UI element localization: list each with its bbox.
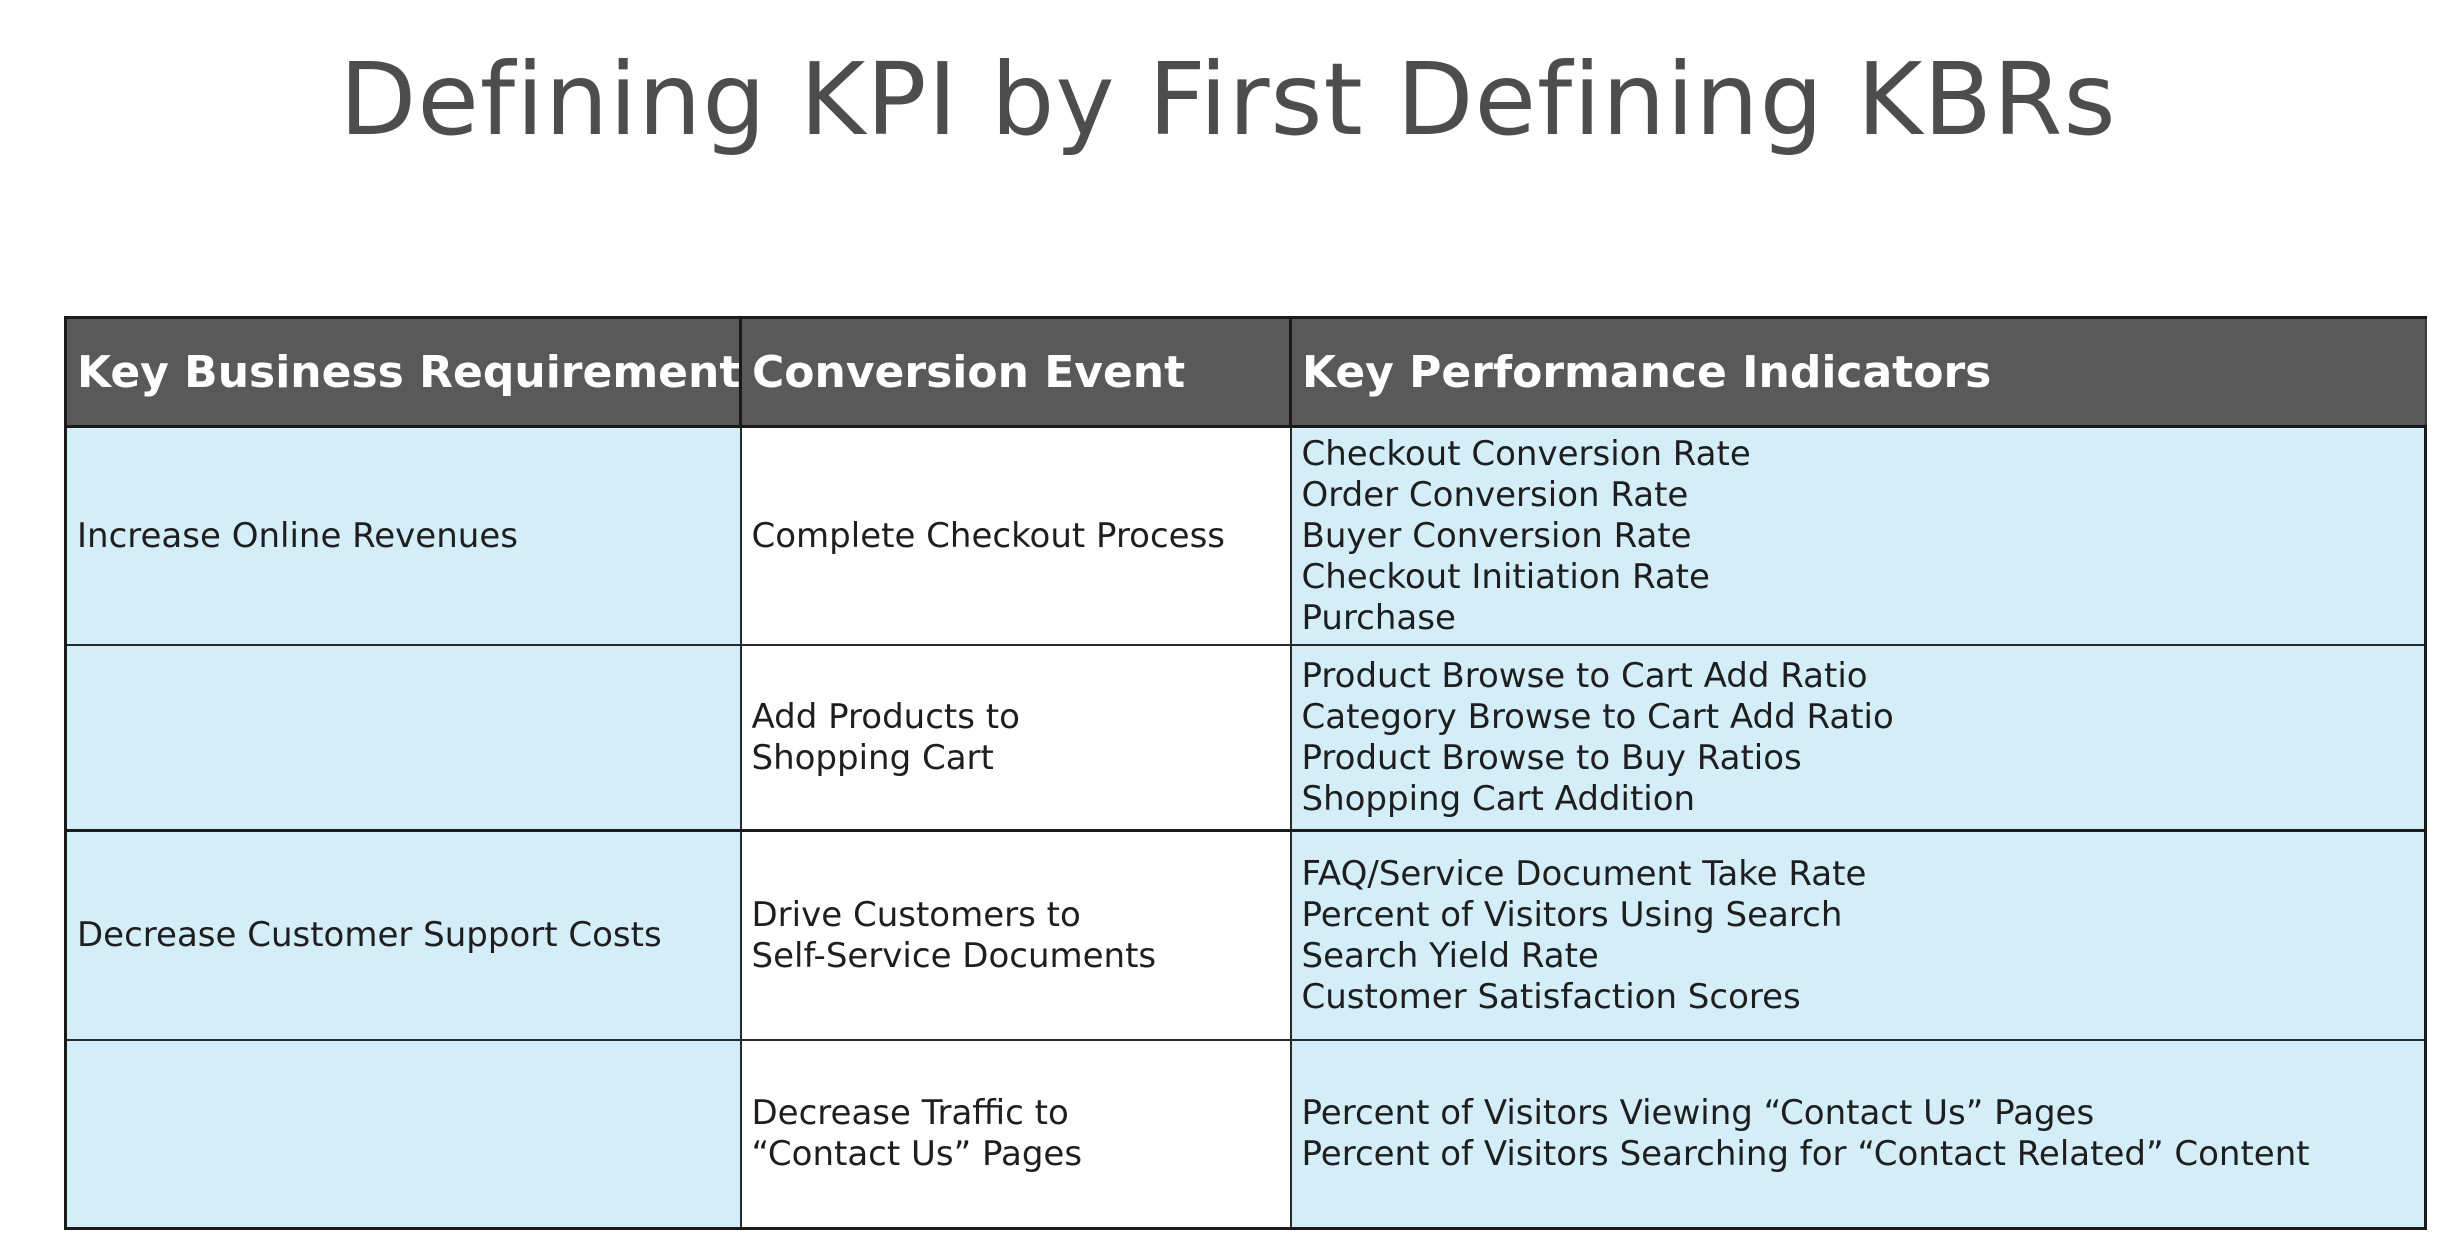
kpi-item: Order Conversion Rate (1301, 474, 1689, 515)
requirement-cell: Decrease Customer Support Costs (64, 830, 742, 1041)
event-text: Shopping Cart (751, 737, 994, 778)
kpi-cell: Percent of Visitors Viewing “Contact Us”… (1289, 1040, 2427, 1230)
event-text: “Contact Us” Pages (751, 1134, 1083, 1174)
requirement-cell (64, 645, 742, 832)
table-row: Increase Online Revenues Complete Checko… (64, 426, 2427, 646)
kpi-item: Checkout Initiation Rate (1301, 556, 1710, 597)
event-text: Decrease Traffic to (751, 1093, 1069, 1133)
kpi-item: Percent of Visitors Viewing “Contact Us”… (1301, 1093, 2095, 1133)
kpi-item: Purchase (1301, 597, 1456, 638)
kpi-item: Buyer Conversion Rate (1301, 515, 1692, 556)
requirement-cell: Increase Online Revenues (64, 426, 742, 646)
event-text: Drive Customers to (751, 894, 1081, 935)
table-row: Add Products to Shopping Cart Product Br… (64, 645, 2427, 832)
kpi-cell: Product Browse to Cart Add Ratio Categor… (1289, 645, 2427, 832)
page-title: Defining KPI by First Defining KBRs (339, 41, 2117, 158)
event-cell: Add Products to Shopping Cart (739, 645, 1292, 832)
kpi-item: Category Browse to Cart Add Ratio (1301, 696, 1894, 737)
requirement-text: Increase Online Revenues (77, 515, 518, 556)
kpi-item: Product Browse to Cart Add Ratio (1301, 655, 1868, 696)
kpi-item: Shopping Cart Addition (1301, 778, 1696, 819)
kpi-item: Search Yield Rate (1301, 935, 1599, 976)
event-cell: Drive Customers to Self-Service Document… (739, 830, 1292, 1041)
kbr-kpi-table: Key Business Requirement Conversion Even… (64, 316, 2427, 1230)
table-row: Decrease Traffic to “Contact Us” Pages P… (64, 1040, 2427, 1230)
kpi-item: Percent of Visitors Using Search (1301, 894, 1843, 935)
event-text: Self-Service Documents (751, 935, 1157, 976)
requirement-text: Decrease Customer Support Costs (77, 915, 662, 955)
kpi-cell: Checkout Conversion Rate Order Conversio… (1289, 426, 2427, 646)
kpi-item: Customer Satisfaction Scores (1301, 976, 1801, 1017)
event-text: Complete Checkout Process (751, 515, 1226, 556)
header-key-performance-indicators: Key Performance Indicators (1289, 316, 2427, 428)
kpi-item: FAQ/Service Document Take Rate (1301, 853, 1867, 894)
kpi-item: Percent of Visitors Searching for “Conta… (1301, 1134, 2310, 1174)
event-cell: Complete Checkout Process (739, 426, 1292, 646)
event-cell: Decrease Traffic to “Contact Us” Pages (739, 1040, 1292, 1230)
header-key-business-requirement: Key Business Requirement (64, 316, 742, 428)
kpi-cell: FAQ/Service Document Take Rate Percent o… (1289, 830, 2427, 1041)
header-conversion-event: Conversion Event (739, 316, 1292, 428)
kpi-item: Checkout Conversion Rate (1301, 433, 1751, 474)
requirement-cell (64, 1040, 742, 1230)
kpi-item: Product Browse to Buy Ratios (1301, 737, 1802, 778)
table-header-row: Key Business Requirement Conversion Even… (64, 316, 2427, 428)
table-row: Decrease Customer Support Costs Drive Cu… (64, 830, 2427, 1041)
event-text: Add Products to (751, 696, 1020, 737)
